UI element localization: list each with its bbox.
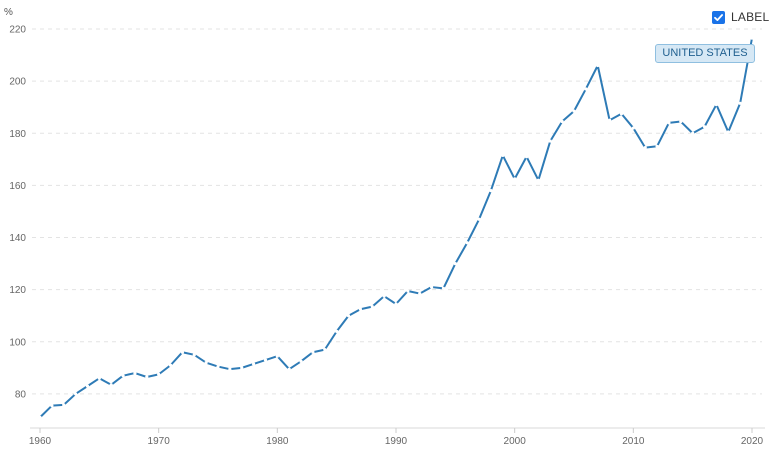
data-point[interactable]: [548, 139, 552, 143]
data-point[interactable]: [394, 302, 398, 306]
grid-lines: [32, 28, 762, 395]
x-tick-label: 2000: [504, 436, 527, 447]
data-point[interactable]: [524, 155, 529, 159]
data-point[interactable]: [370, 305, 374, 309]
data-point[interactable]: [299, 359, 303, 363]
data-point[interactable]: [560, 119, 564, 124]
series-group: [38, 36, 754, 419]
y-tick-label: 120: [9, 285, 26, 296]
data-point[interactable]: [38, 415, 42, 419]
y-axis-unit-label: %: [4, 7, 13, 18]
data-point[interactable]: [501, 153, 505, 158]
data-point[interactable]: [263, 358, 268, 362]
data-point[interactable]: [335, 329, 339, 333]
label-toggle[interactable]: LABEL: [712, 10, 769, 24]
series-name-tag[interactable]: UNITED STATES: [655, 44, 755, 63]
data-point[interactable]: [275, 354, 279, 358]
data-point[interactable]: [608, 118, 612, 122]
series-line-0: [39, 37, 753, 419]
data-point[interactable]: [750, 36, 754, 40]
data-point[interactable]: [180, 350, 184, 354]
x-tick-label: 2010: [622, 436, 645, 447]
data-point[interactable]: [619, 112, 624, 116]
data-point[interactable]: [192, 353, 196, 357]
data-point[interactable]: [465, 241, 469, 245]
y-tick-label: 140: [9, 233, 26, 244]
checkbox-checked-icon[interactable]: [712, 10, 725, 24]
data-point[interactable]: [50, 404, 54, 408]
data-point[interactable]: [667, 121, 671, 125]
data-point[interactable]: [228, 367, 232, 371]
y-tick-label: 200: [9, 77, 26, 88]
data-point[interactable]: [97, 376, 101, 380]
data-point[interactable]: [441, 286, 446, 290]
data-point[interactable]: [311, 350, 315, 354]
data-point[interactable]: [726, 130, 730, 134]
data-point[interactable]: [679, 119, 683, 124]
data-point[interactable]: [418, 291, 422, 296]
data-point[interactable]: [430, 285, 434, 289]
x-axis: 1960 1970 1980 1990 2000 2010 2020: [29, 427, 765, 447]
data-point[interactable]: [382, 294, 386, 298]
label-toggle-text: LABEL: [731, 10, 770, 24]
data-point[interactable]: [655, 144, 659, 148]
y-axis-ticks: 80 100 120 140 160 180 200 220: [9, 25, 26, 401]
x-tick-label: 2020: [741, 436, 764, 447]
data-point[interactable]: [145, 375, 149, 379]
data-point[interactable]: [74, 392, 78, 396]
x-tick-label: 1980: [266, 436, 289, 447]
data-point[interactable]: [216, 364, 220, 369]
data-point[interactable]: [584, 87, 588, 91]
x-tick-label: 1990: [385, 436, 408, 447]
data-point[interactable]: [252, 362, 256, 366]
y-tick-label: 160: [9, 181, 26, 192]
data-point[interactable]: [691, 131, 695, 135]
data-point[interactable]: [287, 367, 291, 371]
data-point[interactable]: [85, 384, 90, 388]
y-tick-label: 80: [15, 389, 27, 400]
data-point[interactable]: [323, 348, 327, 352]
y-tick-label: 180: [9, 129, 26, 140]
data-point[interactable]: [477, 217, 481, 221]
x-tick-label: 1970: [148, 436, 171, 447]
data-point[interactable]: [536, 178, 541, 182]
data-point[interactable]: [489, 189, 493, 193]
data-point[interactable]: [738, 101, 742, 105]
data-point[interactable]: [346, 314, 351, 318]
data-point[interactable]: [406, 289, 410, 293]
data-point[interactable]: [157, 372, 161, 376]
data-point[interactable]: [62, 403, 66, 407]
data-point[interactable]: [240, 366, 244, 370]
data-point[interactable]: [572, 109, 576, 113]
data-point[interactable]: [121, 374, 125, 378]
data-point[interactable]: [643, 146, 647, 150]
y-tick-label: 100: [9, 337, 26, 348]
data-point[interactable]: [714, 102, 719, 107]
data-point[interactable]: [596, 63, 600, 68]
data-point[interactable]: [513, 177, 517, 181]
y-tick-label: 220: [9, 25, 26, 36]
x-tick-label: 1960: [29, 436, 52, 447]
data-point[interactable]: [168, 363, 173, 367]
data-point[interactable]: [204, 361, 208, 365]
data-point[interactable]: [133, 371, 137, 375]
data-point[interactable]: [631, 126, 635, 130]
data-point[interactable]: [358, 307, 362, 311]
data-point[interactable]: [109, 383, 113, 387]
data-point[interactable]: [702, 125, 707, 129]
data-point[interactable]: [453, 262, 457, 266]
